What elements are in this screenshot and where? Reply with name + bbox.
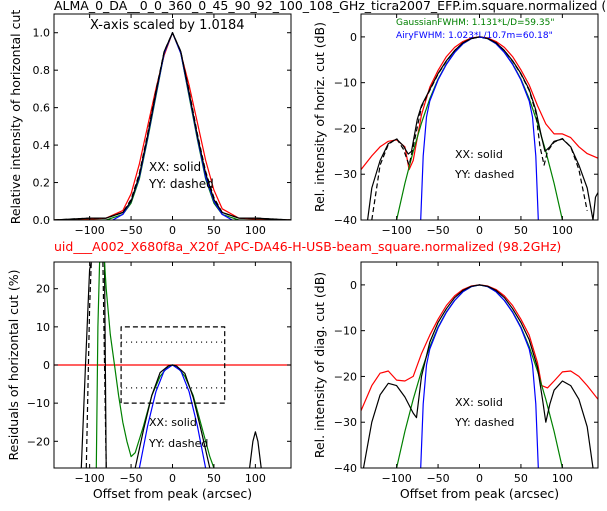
x-tick-label: 100 [245,472,266,485]
x-tick-label: 0 [169,224,176,237]
series-group [54,262,291,468]
x-tick-label: 50 [514,472,528,485]
y-tick-label: 0 [350,31,357,44]
series-line-3 [420,36,539,220]
x-tick-label: 100 [245,224,266,237]
legend-dashed-p4: YY: dashed [454,416,514,429]
x-tick-label: 0 [169,472,176,485]
scale-note: X-axis scaled by 1.0184 [90,18,245,33]
legend-dashed-p1: YY: dashed [148,177,214,191]
y-tick-label: −30 [334,168,357,181]
series-line-4 [54,32,291,220]
x-tick-label: 100 [552,224,573,237]
x-tick-label: −100 [382,224,412,237]
y-tick-label: −10 [334,77,357,90]
legend-dashed-p2: YY: dashed [454,168,514,181]
x-tick-label: −50 [119,472,142,485]
series-line-3 [103,262,107,468]
x-tick-label: 0 [476,224,483,237]
x-tick-label: −100 [382,472,412,485]
y-tick-label: 0 [350,279,357,292]
y-tick-label: −40 [334,214,357,227]
panel-diagonal-cut-db: −100 −50 0 50 100 0 −10 −20 −30 −40 Offset from pe… [312,261,599,501]
y-tick-label: −10 [334,325,357,338]
y-tick-label: −20 [27,435,50,448]
y-tick-label: −20 [334,122,357,135]
legend-solid-p1: XX: solid [149,160,201,174]
series-line-2 [54,32,291,220]
y-tick-label: 0.6 [33,102,51,115]
y-tick-label: 1.0 [33,27,51,40]
y-axis-label: Rel. intensity of diag. cut (dB) [312,272,327,458]
x-axis-label: Offset from peak (arcsec) [400,486,559,501]
series-line-5 [54,32,291,220]
x-tick-label: −100 [75,472,105,485]
series-line-9 [249,431,262,468]
legend-dashed-p3: YY: dashed [148,437,208,450]
y-tick-label: −40 [334,462,357,475]
plot-frame [360,13,599,221]
x-axis-label: Offset from peak (arcsec) [93,486,252,501]
series-line-5 [102,262,107,468]
x-tick-label: 50 [207,224,221,237]
x-tick-label: −50 [426,224,449,237]
panel-horizontal-cut-db: −100 −50 0 50 100 0 −10 −20 −30 −40 Rel. intensity… [312,13,599,237]
y-tick-label: 0.8 [33,64,51,77]
fwhm-airy-label: AiryFWHM: 1.023*L/10.7m=60.18" [396,31,553,41]
x-tick-label: 0 [476,472,483,485]
figure-top-title: ALMA_0_DA__0_0_360_0_45_90_92_100_108_GH… [54,0,606,13]
legend-solid-p4: XX: solid [455,396,503,409]
plot-frame [360,261,599,469]
y-tick-label: 0.2 [33,177,51,190]
fwhm-gaussian-label: GaussianFWHM: 1.131*L/D=59.35" [396,18,554,28]
y-tick-label: 0.0 [33,214,51,227]
series-line-4 [85,262,92,468]
y-axis-label: Rel. intensity of horiz. cut (dB) [312,22,327,212]
figure-mid-title: uid___A002_X680f8a_X20f_APC-DA46-H-USB-b… [54,239,561,254]
x-tick-label: 50 [207,472,221,485]
y-axis-label: Relative intensity of horizontal cut [8,10,23,225]
y-tick-label: 0 [43,359,50,372]
series-line-3 [420,284,539,468]
series-group [54,32,291,220]
series-line-4 [362,284,594,468]
x-tick-label: 50 [514,224,528,237]
x-tick-label: −50 [119,224,142,237]
legend-solid-p3: XX: solid [149,416,197,429]
y-axis-label: Residuals of horizontal cut (%) [6,270,21,461]
y-tick-label: 10 [36,321,50,334]
series-line-5 [371,36,588,220]
series-line-4 [367,36,598,220]
series-line-10 [120,326,226,404]
series-group [361,36,598,220]
y-tick-label: −30 [334,416,357,429]
series-line-2 [80,262,92,468]
legend-solid-p2: XX: solid [455,148,503,161]
y-tick-label: 0.4 [33,139,51,152]
series-line-1 [361,284,598,412]
panel-horizontal-cut: −100 −50 0 50 100 0.0 0.2 0.4 0.6 0.8 1.0 Relative … [8,10,292,237]
x-tick-label: 100 [552,472,573,485]
series-line-8 [134,364,211,468]
series-group [361,284,598,468]
y-tick-label: −10 [27,397,50,410]
y-tick-label: −20 [334,370,357,383]
y-tick-label: 20 [36,283,50,296]
x-tick-label: −100 [75,224,105,237]
series-line-1 [54,32,291,220]
x-tick-label: −50 [426,472,449,485]
